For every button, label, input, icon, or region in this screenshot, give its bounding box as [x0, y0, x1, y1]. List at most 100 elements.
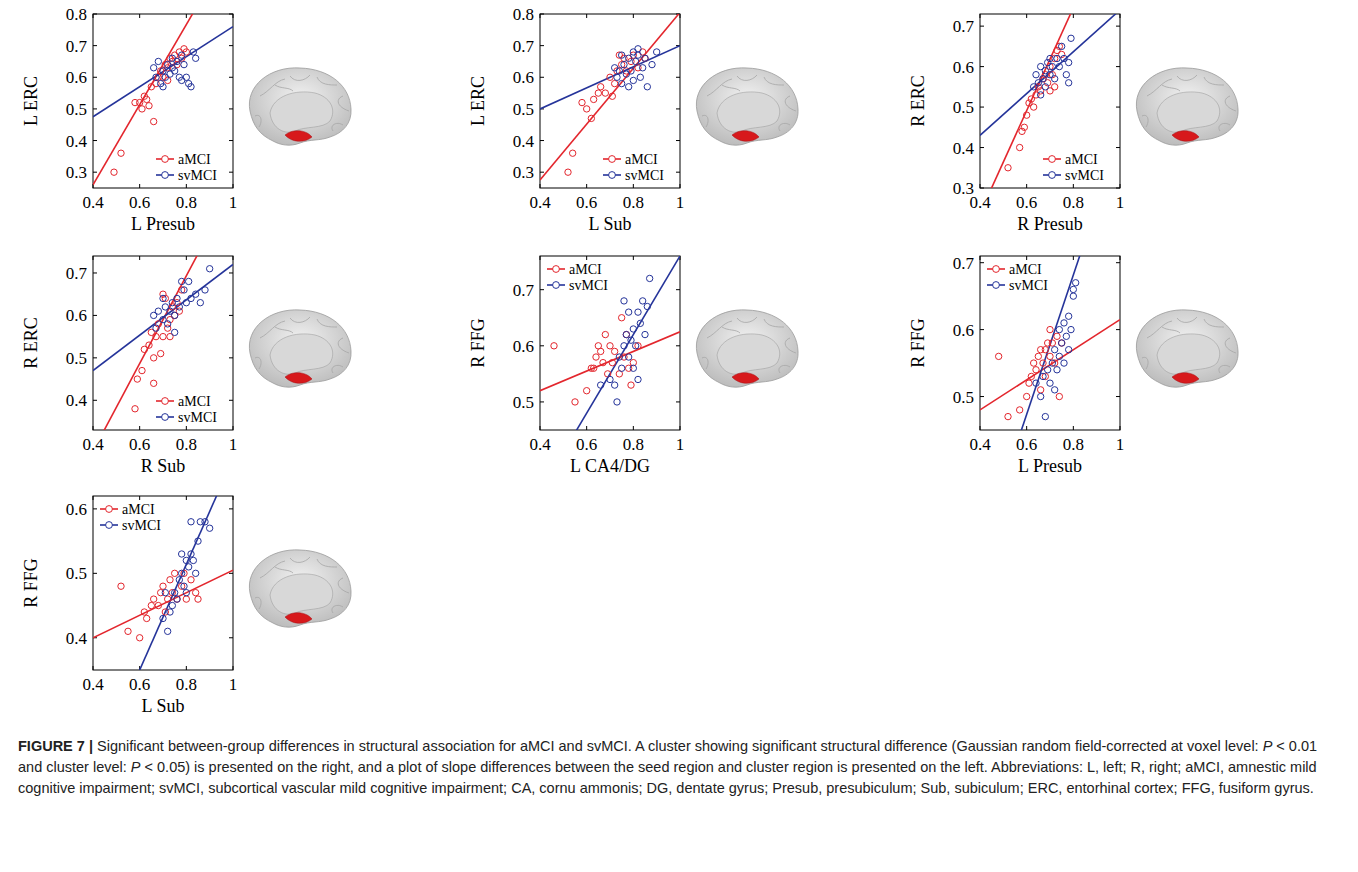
y-tick — [1116, 107, 1120, 108]
y-tick-label: 0.7 — [513, 281, 535, 300]
point — [1054, 333, 1060, 339]
x-tick-label: 0.6 — [129, 675, 150, 694]
point — [611, 348, 617, 354]
y-tick-label: 0.7 — [953, 17, 975, 36]
brain-gyrus — [275, 327, 293, 333]
point — [1016, 407, 1022, 413]
legend-marker — [993, 282, 1000, 289]
brain-cluster — [732, 373, 759, 384]
legend-marker — [1049, 156, 1056, 163]
point — [1061, 360, 1067, 366]
point — [197, 299, 203, 305]
point — [611, 382, 617, 388]
point — [1065, 346, 1071, 352]
y-tick — [229, 637, 233, 638]
y-tick-label: 0.7 — [953, 254, 975, 273]
y-tick — [93, 400, 97, 401]
y-tick — [980, 66, 984, 67]
x-tick-label: 0.8 — [176, 675, 197, 694]
y-axis-title: L ERC — [468, 76, 488, 126]
point — [1051, 387, 1057, 393]
y-tick-label: 0.5 — [953, 388, 974, 407]
point — [153, 333, 159, 339]
x-tick — [233, 184, 234, 188]
y-tick — [1116, 66, 1120, 67]
point — [160, 68, 166, 74]
point — [1049, 360, 1055, 366]
point — [1037, 393, 1043, 399]
point — [143, 615, 149, 621]
point — [630, 326, 636, 332]
y-tick — [676, 172, 680, 173]
x-tick — [139, 256, 140, 260]
x-tick — [93, 496, 94, 500]
point — [642, 55, 648, 61]
point — [609, 359, 615, 365]
point — [155, 602, 161, 608]
brain-gyrus — [785, 338, 796, 353]
legend-label: svMCI — [625, 168, 664, 183]
brain-outline — [249, 310, 351, 387]
y-tick — [980, 188, 984, 189]
fit-line — [980, 256, 1120, 430]
y-tick — [93, 315, 97, 316]
y-tick — [93, 272, 97, 273]
fit-line — [540, 256, 680, 430]
brain-gyrus — [275, 85, 293, 91]
point — [630, 49, 636, 55]
brain-cluster — [732, 131, 759, 142]
x-axis-title: L Presub — [131, 214, 195, 234]
point — [644, 303, 650, 309]
x-tick — [1026, 184, 1027, 188]
y-tick-label: 0.6 — [513, 337, 534, 356]
x-tick — [1026, 426, 1027, 430]
y-tick-label: 0.7 — [66, 37, 88, 56]
x-tick — [633, 256, 634, 260]
point — [167, 71, 173, 77]
y-tick — [93, 172, 97, 173]
x-tick — [186, 666, 187, 670]
point — [160, 295, 166, 301]
y-tick — [229, 573, 233, 574]
caption-label: FIGURE 7 | — [18, 738, 93, 754]
brain-cluster — [285, 373, 312, 384]
point — [595, 90, 601, 96]
point — [160, 615, 166, 621]
point — [1047, 55, 1053, 61]
brain-gyrus — [1142, 357, 1148, 369]
y-tick — [1116, 26, 1120, 27]
point — [202, 519, 208, 525]
y-tick — [980, 262, 984, 263]
brain-gyrus — [779, 365, 790, 373]
legend-marker — [993, 266, 1000, 273]
point — [602, 90, 608, 96]
fit-line — [980, 14, 1120, 188]
point — [1033, 367, 1039, 373]
point — [597, 348, 603, 354]
caption-italic: P — [1263, 738, 1273, 754]
y-tick — [676, 345, 680, 346]
brain-outline — [1136, 310, 1238, 387]
legend: aMCIsvMCI — [603, 152, 664, 183]
brain-medial-wall — [717, 334, 780, 374]
x-tick-label: 0.6 — [576, 435, 597, 454]
fit-line — [93, 14, 233, 185]
y-tick — [676, 140, 680, 141]
y-tick-label: 0.7 — [513, 37, 535, 56]
x-tick-label: 0.6 — [1016, 435, 1037, 454]
point — [1054, 55, 1060, 61]
point — [155, 308, 161, 314]
point — [1042, 413, 1048, 419]
legend-marker — [106, 522, 113, 529]
x-tick — [680, 14, 681, 18]
point — [1070, 286, 1076, 292]
y-tick — [540, 140, 544, 141]
point — [1056, 63, 1062, 69]
point — [164, 596, 170, 602]
point — [623, 71, 629, 77]
brain-gyrus — [255, 597, 261, 609]
y-tick-label: 0.6 — [513, 68, 534, 87]
point — [192, 589, 198, 595]
point — [174, 295, 180, 301]
brain-illustration — [696, 68, 798, 145]
